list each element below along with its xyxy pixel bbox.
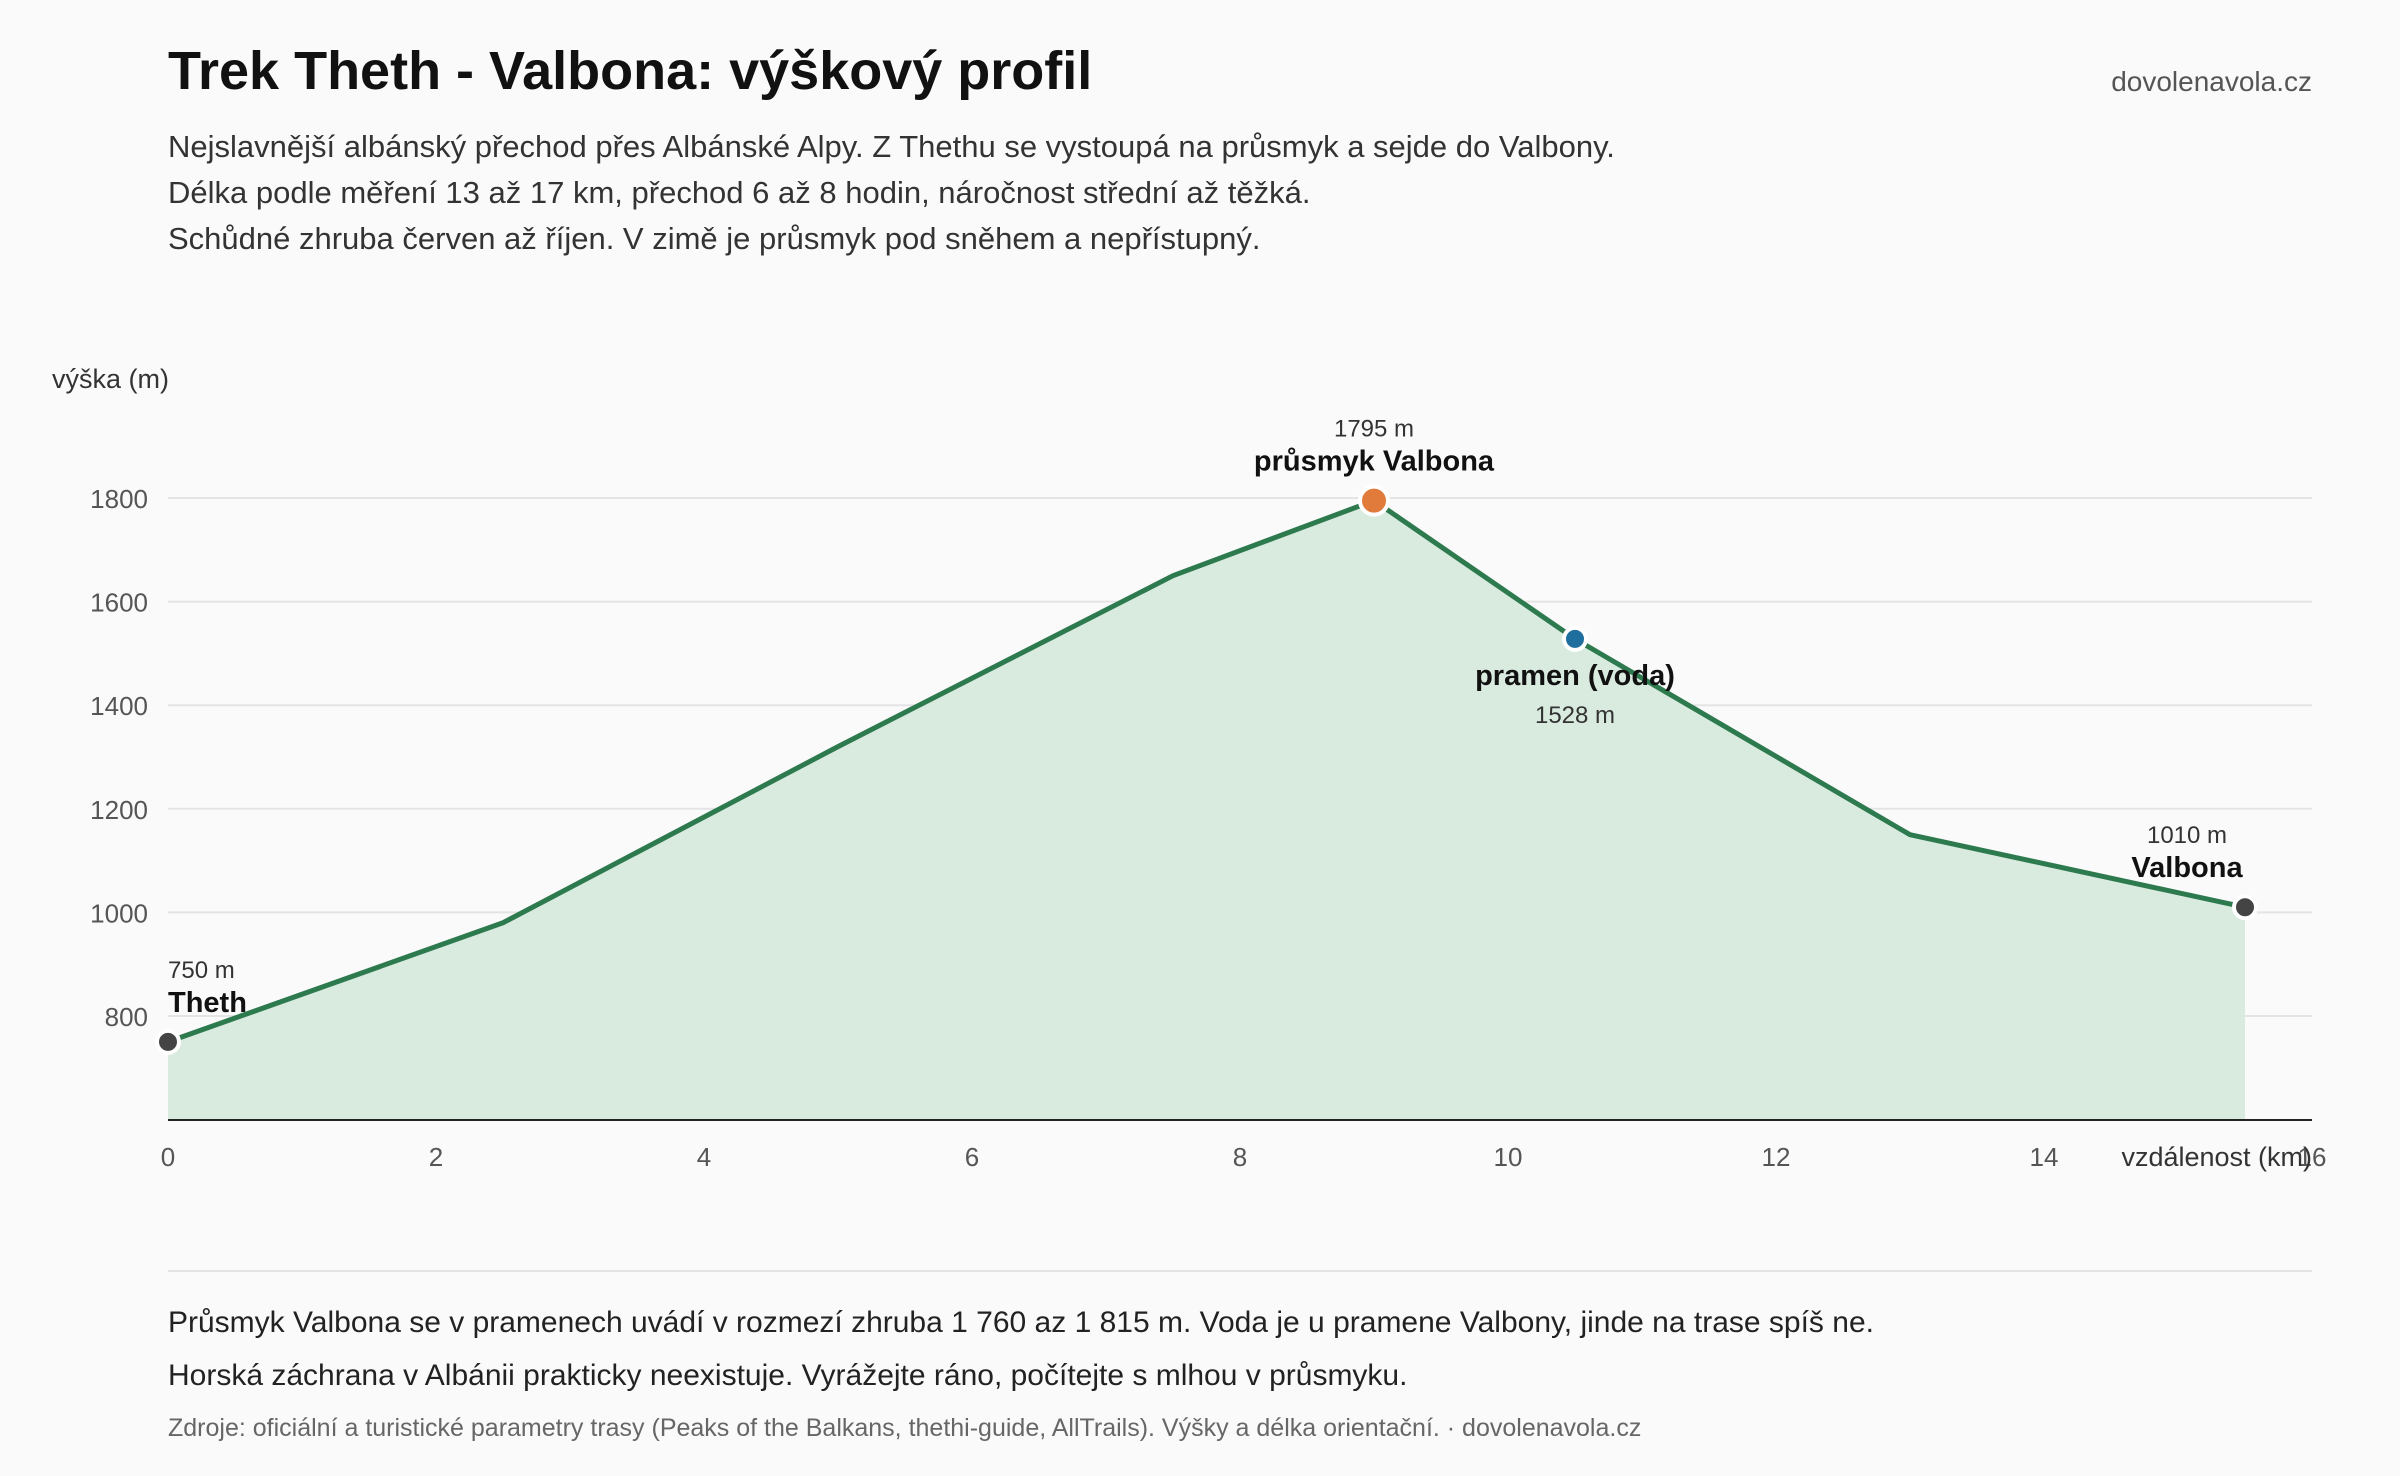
subtitle-line: Nejslavnější albánský přechod přes Albán… — [168, 129, 1615, 164]
x-tick-label: 8 — [1233, 1142, 1247, 1172]
subtitle-line: Schůdné zhruba červen až říjen. V zimě j… — [168, 221, 1261, 256]
note-line: Průsmyk Valbona se v pramenech uvádí v r… — [168, 1306, 1874, 1339]
waypoint-elevation-label: 1010 m — [2147, 822, 2227, 849]
sources-line: Zdroje: oficiální a turistické parametry… — [168, 1414, 1642, 1442]
elevation-line — [167, 498, 2246, 1045]
y-tick-label: 1600 — [90, 588, 148, 618]
x-tick-label: 12 — [1762, 1142, 1791, 1172]
x-tick-label: 16 — [2298, 1142, 2327, 1172]
x-tick-label: 2 — [429, 1142, 443, 1172]
brand-label: dovolenavola.cz — [2111, 66, 2312, 97]
markers — [155, 484, 2258, 1055]
waypoint-elevation-label: 1795 m — [1334, 416, 1414, 443]
subtitle-line: Délka podle měření 13 až 17 km, přechod … — [168, 175, 1311, 210]
page-title: Trek Theth - Valbona: výškový profil — [168, 41, 1093, 101]
labels: 750 m Theth 1795 m průsmyk Valbona 1528 m pra… — [168, 416, 2243, 1019]
x-axis-label: vzdálenost (km) — [2121, 1142, 2312, 1172]
y-axis-label: výška (m) — [52, 364, 169, 394]
y-tick-label: 1000 — [90, 898, 148, 928]
x-tick-label: 14 — [2030, 1142, 2059, 1172]
waypoint-marker — [1562, 625, 1588, 652]
waypoint-name-label: průsmyk Valbona — [1254, 446, 1495, 478]
waypoint-name-label: Valbona — [2131, 852, 2243, 884]
subtitle: Nejslavnější albánský přechod přes Albán… — [168, 124, 1615, 262]
note-line: Horská záchrana v Albánii prakticky neex… — [168, 1359, 1408, 1392]
waypoint-elevation-label: 1528 m — [1535, 702, 1615, 729]
y-tick-label: 800 — [105, 1002, 148, 1032]
waypoint-elevation-label: 750 m — [168, 957, 235, 984]
x-tick-label: 4 — [697, 1142, 711, 1172]
divider — [168, 1270, 2312, 1272]
y-tick-label: 1200 — [90, 795, 148, 825]
y-tick-label: 1800 — [90, 484, 148, 514]
y-tick-label: 1400 — [90, 691, 148, 721]
elevation-area — [168, 500, 2245, 1121]
waypoint-marker — [2232, 894, 2258, 921]
x-tick-label: 10 — [1494, 1142, 1523, 1172]
area-layer — [167, 498, 2246, 1121]
x-tick-label: 6 — [965, 1142, 979, 1172]
waypoint-marker — [155, 1028, 181, 1055]
waypoint-name-label: Theth — [168, 987, 247, 1019]
footer-notes: Průsmyk Valbona se v pramenech uvádí v r… — [168, 1296, 1874, 1402]
waypoint-name-label: pramen (voda) — [1475, 660, 1675, 692]
waypoint-marker — [1358, 484, 1390, 517]
x-tick-label: 0 — [161, 1142, 175, 1172]
